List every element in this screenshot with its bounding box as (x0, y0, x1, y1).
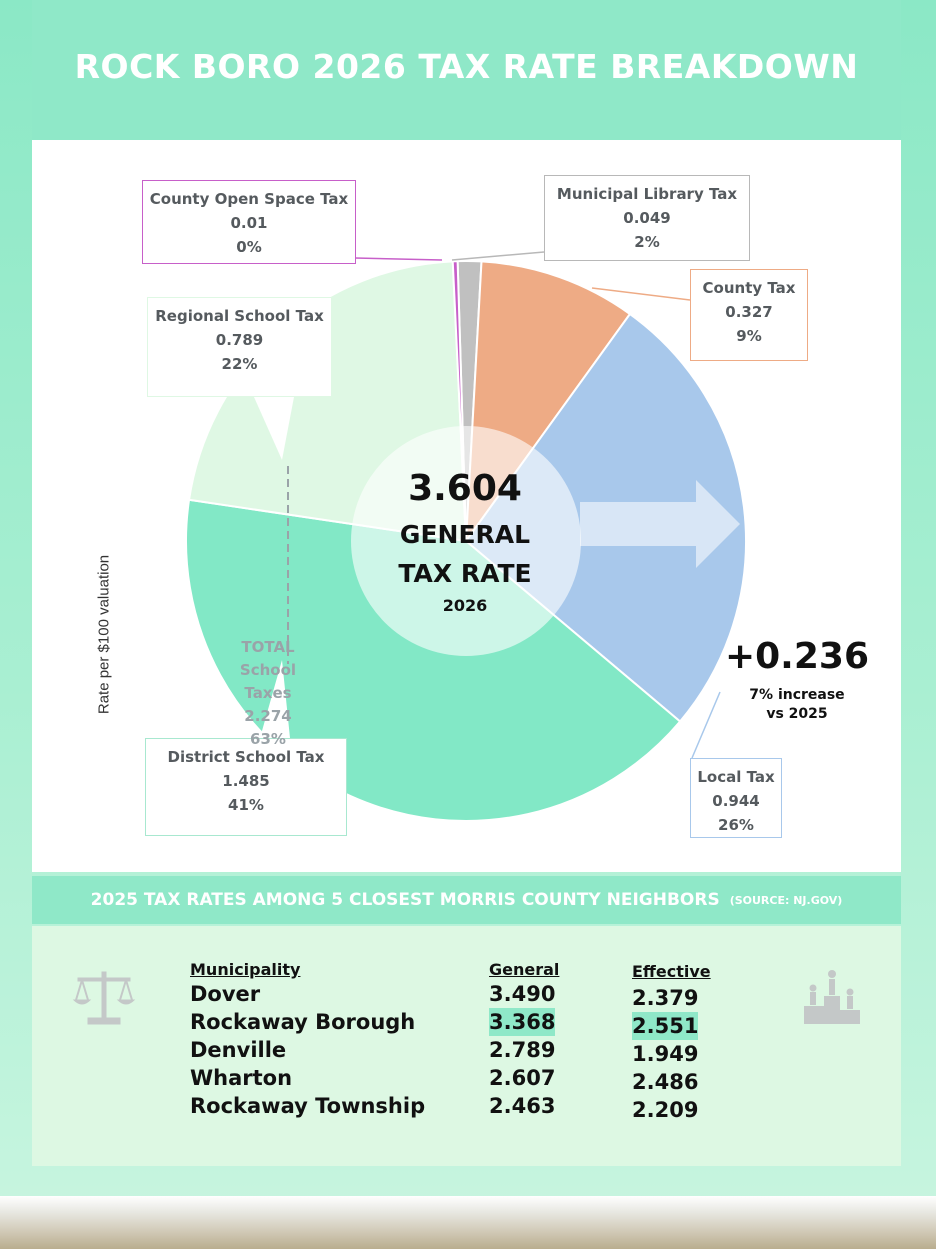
bottom-decorative-strip (0, 1196, 936, 1249)
tail-district (260, 660, 290, 738)
title-bar: ROCK BORO 2026 TAX RATE BREAKDOWN (32, 0, 901, 140)
increase-arrow (580, 480, 740, 568)
municipality-name: Dover (190, 982, 261, 1006)
increase-line1: 7% increase (749, 687, 845, 703)
leader-open-space (354, 257, 443, 261)
scales-icon (72, 971, 136, 1025)
callout-local: Local Tax 0.944 26% (690, 758, 782, 838)
municipality-name: Rockaway Township (190, 1094, 426, 1118)
callout-county: County Tax 0.327 9% (690, 269, 808, 361)
pie-chart (185, 251, 747, 822)
leader-local (691, 691, 721, 759)
label-local-pct: 26% (718, 816, 754, 834)
general-rate: 3.490 (489, 982, 556, 1006)
label-county-value: 0.327 (725, 303, 773, 321)
general-rate: 2.789 (489, 1038, 556, 1062)
general-rate: 2.463 (489, 1094, 556, 1118)
general-rate: 2.607 (489, 1066, 556, 1090)
label-open-space-pct: 0% (236, 238, 262, 256)
label-regional-pct: 22% (221, 355, 258, 373)
col-header-effective: Effective (632, 962, 711, 981)
increase-text: 7% increase vs 2025 (732, 686, 862, 724)
neighbors-heading: 2025 TAX RATES AMONG 5 CLOSEST MORRIS CO… (90, 890, 720, 910)
municipality-name: Denville (190, 1038, 287, 1062)
label-open-space-value: 0.01 (230, 214, 268, 232)
center-total: 3.604 (408, 468, 522, 509)
callout-district: District School Tax 1.485 41% (145, 738, 347, 836)
chart-panel: Rate per $100 valuation County Open Spac… (32, 140, 901, 872)
callout-library: Municipal Library Tax 0.049 2% (544, 175, 750, 261)
tail-regional (254, 397, 294, 460)
label-county-name: County Tax (702, 279, 796, 297)
effective-rate: 2.209 (632, 1098, 699, 1122)
label-district-pct: 41% (228, 796, 264, 814)
school-total-value: 2.274 (244, 707, 292, 725)
podium-icon (804, 970, 860, 1024)
label-regional-value: 0.789 (215, 331, 264, 349)
center-circle (351, 426, 581, 656)
center-line1: GENERAL (399, 520, 531, 549)
label-county-pct: 9% (736, 327, 762, 345)
increase-line2: vs 2025 (766, 706, 828, 722)
label-district-value: 1.485 (222, 772, 270, 790)
school-total-pct: 63% (250, 730, 286, 748)
label-library-pct: 2% (634, 233, 660, 251)
y-axis-label: Rate per $100 valuation (95, 554, 113, 715)
label-local-name: Local Tax (697, 768, 775, 786)
col-header-municipality: Municipality (190, 960, 301, 979)
effective-rate: 1.949 (632, 1042, 699, 1066)
label-district-name: District School Tax (167, 748, 325, 766)
effective-rate: 2.379 (632, 986, 699, 1010)
general-rate: 3.368 (489, 1008, 556, 1036)
label-local-value: 0.944 (712, 792, 760, 810)
center-line2: TAX RATE (398, 559, 532, 588)
neighbors-band: 2025 TAX RATES AMONG 5 CLOSEST MORRIS CO… (32, 876, 901, 924)
leader-county (591, 287, 691, 301)
page-title: ROCK BORO 2026 TAX RATE BREAKDOWN (74, 46, 859, 86)
label-regional-name: Regional School Tax (155, 307, 324, 325)
callout-regional: Regional School Tax 0.789 22% (147, 297, 332, 397)
school-total-l2: School (239, 661, 297, 679)
label-library-name: Municipal Library Tax (556, 185, 738, 203)
school-total-l1: TOTAL (241, 638, 295, 656)
col-header-general: General (489, 960, 560, 979)
municipality-name: Rockaway Borough (190, 1010, 416, 1034)
callout-open-space: County Open Space Tax 0.01 0% (142, 180, 356, 264)
effective-rate: 2.551 (632, 1012, 699, 1040)
center-year: 2026 (442, 596, 488, 615)
neighbors-table: Municipality General Effective Dover 3.49… (32, 926, 901, 1166)
leader-library (451, 251, 545, 261)
municipality-name: Wharton (190, 1066, 293, 1090)
effective-rate: 2.486 (632, 1070, 699, 1094)
neighbors-source: (SOURCE: NJ.GOV) (729, 893, 843, 907)
school-total-label: TOTAL School Taxes 2.274 63% (208, 636, 328, 751)
label-library-value: 0.049 (623, 209, 671, 227)
increase-value: +0.236 (724, 636, 870, 677)
school-total-l3: Taxes (244, 684, 292, 702)
label-open-space-name: County Open Space Tax (149, 190, 349, 208)
